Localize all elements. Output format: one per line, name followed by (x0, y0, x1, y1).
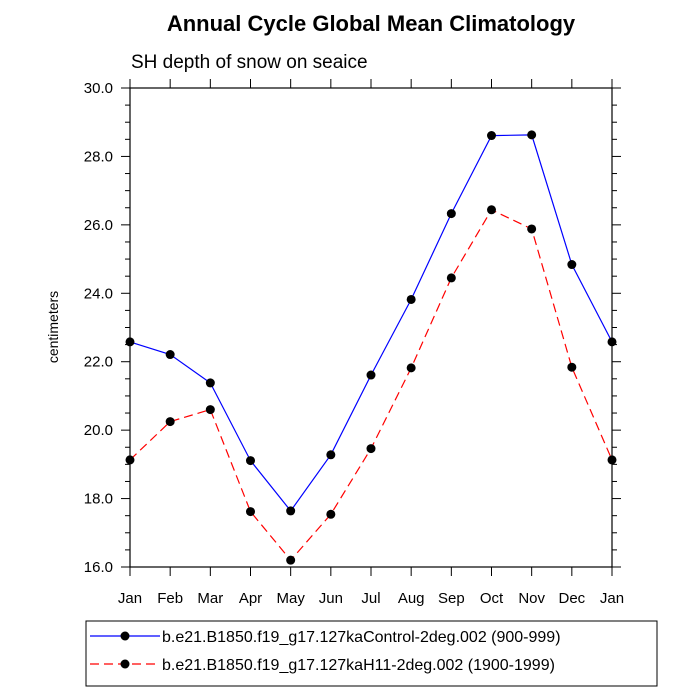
data-point (165, 417, 175, 427)
y-tick-label: 26.0 (84, 217, 113, 234)
y-tick-label: 30.0 (84, 80, 113, 97)
chart-subtitle: SH depth of snow on seaice (131, 52, 368, 73)
x-tick-labels: Jan Feb Mar Apr May Jun Jul Aug Sep Oct Nov Dec Jan (118, 590, 624, 607)
x-tick-label: Sep (438, 590, 465, 607)
data-point (326, 509, 336, 519)
x-tick-label: Apr (239, 590, 262, 607)
plot-frame (129, 87, 613, 568)
x-tick-label: Nov (518, 590, 545, 607)
axis-ticks (121, 79, 621, 576)
data-point (326, 450, 336, 460)
y-tick-label: 22.0 (84, 354, 113, 371)
y-tick-label: 16.0 (84, 559, 113, 576)
y-tick-labels: 16.0 18.0 20.0 22.0 24.0 26.0 28.0 30.0 (84, 80, 113, 576)
data-point (406, 294, 416, 304)
x-tick-label: May (276, 590, 305, 607)
x-tick-label: Jun (319, 590, 343, 607)
x-tick-label: Jan (600, 590, 624, 607)
legend-marker-2 (120, 659, 130, 669)
data-point (567, 362, 577, 372)
x-tick-label: Mar (197, 590, 223, 607)
data-point (406, 363, 416, 373)
data-point (446, 209, 456, 219)
legend-marker-1 (120, 631, 130, 641)
legend: b.e21.B1850.f19_g17.127kaControl-2deg.00… (85, 620, 658, 687)
data-point (246, 507, 255, 517)
data-point (527, 130, 537, 140)
data-point (487, 131, 496, 141)
y-tick-label: 18.0 (84, 491, 113, 508)
data-point (205, 378, 215, 388)
data-point (205, 405, 215, 415)
chart-title: Annual Cycle Global Mean Climatology (167, 11, 576, 36)
data-point (286, 506, 296, 516)
legend-label-1: b.e21.B1850.f19_g17.127kaControl-2deg.00… (162, 629, 561, 646)
legend-label-2: b.e21.B1850.f19_g17.127kaH11-2deg.002 (1… (162, 657, 555, 674)
series-layer (125, 130, 617, 565)
x-tick-label: Dec (558, 590, 585, 607)
data-point (487, 205, 496, 215)
data-point (286, 555, 296, 565)
data-point (567, 260, 577, 270)
series-1 (125, 130, 617, 516)
y-tick-label: 24.0 (84, 285, 113, 302)
data-point (246, 456, 255, 466)
data-point (366, 370, 376, 380)
x-tick-label: Aug (398, 590, 425, 607)
data-point (366, 444, 376, 454)
data-point (527, 224, 537, 234)
data-point (446, 273, 456, 283)
data-point (165, 350, 175, 360)
series-line (129, 209, 613, 562)
legend-box (85, 620, 658, 687)
series-2 (125, 205, 617, 565)
x-tick-label: Oct (480, 590, 504, 607)
y-tick-label: 20.0 (84, 422, 113, 439)
series-line (129, 134, 613, 512)
x-tick-label: Jul (361, 590, 380, 607)
x-tick-label: Feb (157, 590, 183, 607)
x-tick-label: Jan (118, 590, 142, 607)
y-axis-label: centimeters (45, 291, 61, 363)
y-tick-label: 28.0 (84, 148, 113, 165)
